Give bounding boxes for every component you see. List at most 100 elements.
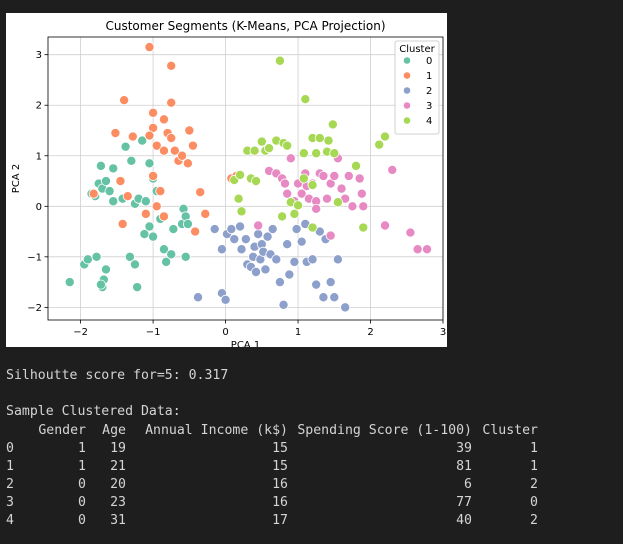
data-point-cluster-2 [296,236,307,247]
data-point-cluster-0 [104,186,115,197]
x-axis-label: PCA 1 [231,340,260,347]
data-point-cluster-0 [180,251,191,262]
data-point-cluster-1 [115,176,126,187]
y-tick-label: −1 [27,252,42,263]
data-point-cluster-4 [329,148,340,159]
cell-spending-score: 81 [456,458,472,474]
data-point-cluster-0 [64,277,75,288]
row-index: 1 [6,458,14,474]
data-point-cluster-0 [100,264,111,275]
legend-marker-2 [403,86,411,95]
data-point-cluster-4 [307,180,318,191]
data-point-cluster-2 [260,264,271,275]
data-point-cluster-3 [422,244,433,255]
data-point-cluster-1 [155,186,166,197]
data-point-cluster-2 [282,239,293,250]
data-point-cluster-4 [293,200,304,211]
data-point-cluster-2 [193,292,204,303]
data-point-cluster-0 [95,279,106,290]
data-point-cluster-0 [124,251,135,262]
data-point-cluster-2 [226,224,237,235]
data-point-cluster-1 [166,133,177,144]
x-tick-label: 2 [367,327,373,338]
data-point-cluster-1 [144,130,155,141]
data-point-cluster-2 [209,224,220,235]
data-point-cluster-3 [279,178,290,189]
data-point-cluster-1 [200,208,211,219]
data-point-cluster-3 [253,220,264,231]
y-axis-label: PCA 2 [11,164,22,193]
data-point-cluster-0 [120,141,131,152]
data-point-cluster-0 [82,254,93,265]
data-point-cluster-2 [216,244,227,255]
data-point-cluster-2 [271,254,282,265]
data-point-cluster-0 [126,155,137,166]
data-point-cluster-4 [251,176,262,187]
cell-gender: 1 [78,440,86,456]
cell-cluster: 2 [530,512,538,528]
data-point-cluster-2 [240,234,251,245]
x-tick-label: −1 [146,327,161,338]
data-point-cluster-1 [166,97,177,108]
data-point-cluster-3 [285,153,296,164]
data-point-cluster-0 [144,221,155,232]
y-tick-label: 3 [36,50,42,61]
table-row: 4 0 31 17 40 2 [6,511,538,529]
data-point-cluster-3 [405,227,416,238]
data-point-cluster-1 [177,150,188,161]
data-point-cluster-2 [284,269,295,280]
cell-annual-income: 15 [272,458,288,474]
legend-marker-1 [403,71,411,80]
data-point-cluster-1 [151,140,162,151]
data-point-cluster-3 [318,170,329,181]
data-point-cluster-2 [229,234,240,245]
scatter-plot-figure: −2 −1 0 1 2 3 −2 −1 0 1 2 3 Customer Segments (K-Mea… [6,13,447,347]
data-point-cluster-2 [251,266,262,277]
row-index: 4 [6,512,14,528]
cell-spending-score: 40 [456,512,472,528]
data-point-cluster-4 [323,135,334,146]
data-point-cluster-0 [158,244,169,255]
cell-gender: 1 [78,458,86,474]
data-point-cluster-4 [233,193,244,204]
data-point-cluster-4 [332,197,343,208]
data-point-cluster-2 [274,277,285,288]
data-point-cluster-2 [235,221,246,232]
cell-gender: 0 [78,494,86,510]
index-header [6,421,30,439]
data-point-cluster-3 [282,188,293,199]
legend-marker-0 [403,56,411,65]
data-point-cluster-3 [329,170,340,181]
data-point-cluster-0 [91,251,102,262]
data-point-cluster-0 [168,224,179,235]
cell-spending-score: 77 [456,494,472,510]
x-tick-label: −2 [73,327,88,338]
sample-data-table: Gender Age Annual Income (k$) Spending S… [6,421,538,529]
data-point-cluster-2 [278,299,289,310]
x-tick-label: 3 [440,327,446,338]
data-point-cluster-2 [318,292,329,303]
data-point-cluster-4 [327,119,338,130]
data-point-cluster-2 [340,302,351,313]
cell-gender: 0 [78,512,86,528]
data-point-cluster-1 [148,170,159,181]
data-point-cluster-4 [249,145,260,156]
data-point-cluster-2 [253,229,264,240]
data-point-cluster-4 [311,148,322,159]
cell-cluster: 1 [530,458,538,474]
data-point-cluster-0 [166,249,177,260]
table-row: 2 0 20 16 6 2 [6,475,538,493]
data-point-cluster-3 [412,244,423,255]
cell-gender: 0 [78,476,86,492]
data-point-cluster-1 [117,218,128,229]
legend-title: Cluster [399,44,435,55]
table-row: 3 0 23 16 77 0 [6,493,538,511]
data-point-cluster-1 [158,114,169,125]
data-point-cluster-1 [166,60,177,71]
column-header-gender: Gender [38,422,86,438]
data-point-cluster-1 [144,42,155,53]
data-point-cluster-2 [329,292,340,303]
data-point-cluster-2 [262,231,273,242]
data-point-cluster-0 [161,256,172,267]
legend-label-1: 1 [426,71,432,82]
